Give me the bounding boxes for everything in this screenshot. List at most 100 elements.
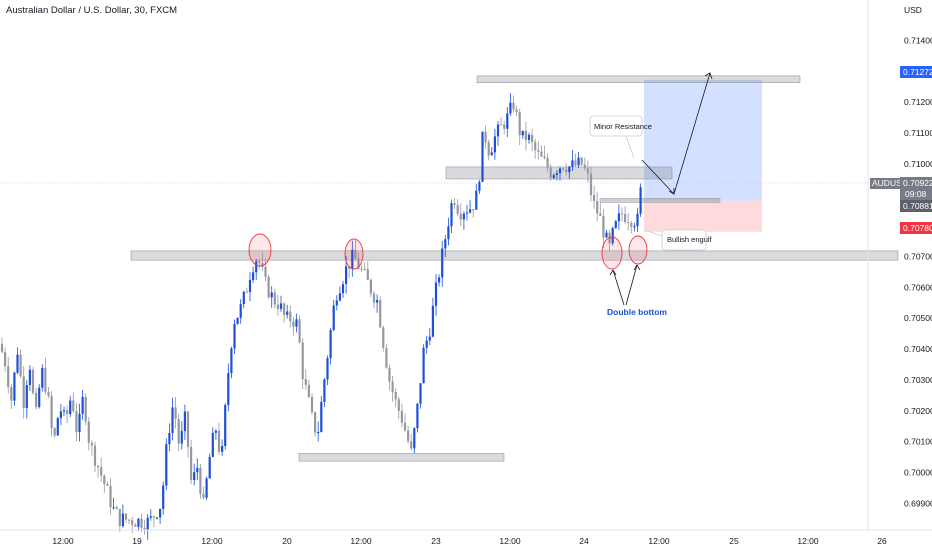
candle-body bbox=[611, 227, 614, 244]
target-price-tag[interactable] bbox=[900, 66, 932, 78]
candle-body bbox=[233, 323, 236, 349]
candle-body bbox=[75, 411, 78, 433]
candle-body bbox=[636, 213, 639, 227]
candle-body bbox=[307, 384, 310, 398]
price-tick-label: 0.70000 bbox=[904, 468, 932, 478]
currency-label: USD bbox=[904, 5, 922, 15]
highlight-circle-1[interactable] bbox=[248, 233, 272, 267]
candle-body bbox=[633, 226, 636, 228]
candle-body bbox=[22, 376, 25, 409]
time-tick-label: 19 bbox=[132, 536, 142, 546]
entry-price-tag[interactable] bbox=[900, 200, 932, 212]
candle-body bbox=[140, 518, 143, 528]
profit-zone[interactable] bbox=[644, 79, 762, 201]
candle-body bbox=[354, 249, 357, 259]
bullish-engulf-callout[interactable] bbox=[661, 229, 707, 251]
time-tick-label: 12:00 bbox=[52, 536, 74, 546]
highlight-circle-3[interactable] bbox=[601, 236, 623, 270]
annotations-layer[interactable]: Double bottom Minor Resistance Bullish e… bbox=[0, 72, 868, 317]
candle-body bbox=[190, 446, 193, 481]
zone-support[interactable] bbox=[130, 250, 899, 261]
zones-layer[interactable] bbox=[130, 75, 899, 462]
stop-price-value: 0.70780 bbox=[903, 223, 932, 233]
candle-body bbox=[149, 516, 152, 518]
candle-body bbox=[558, 168, 562, 174]
candle-body bbox=[549, 167, 552, 178]
candle-body bbox=[388, 367, 391, 382]
price-tick-label: 0.70600 bbox=[904, 282, 932, 292]
candle-body bbox=[546, 157, 549, 168]
entry-level-box[interactable] bbox=[599, 198, 721, 203]
symbol-tag[interactable] bbox=[870, 178, 900, 189]
candle-body bbox=[447, 226, 450, 240]
candle-body bbox=[217, 430, 221, 452]
minor-resistance-callout[interactable] bbox=[589, 115, 643, 137]
candle-body bbox=[385, 347, 388, 368]
candle-body bbox=[624, 214, 627, 223]
candle-body bbox=[31, 369, 35, 393]
loss-zone[interactable] bbox=[644, 200, 762, 232]
double-bottom-arrow-right[interactable] bbox=[625, 264, 638, 306]
position-tool[interactable] bbox=[644, 79, 762, 232]
zone-bottom-support[interactable] bbox=[298, 453, 505, 462]
candle-body bbox=[50, 395, 53, 429]
time-tick-label: 20 bbox=[282, 536, 292, 546]
candle-body bbox=[608, 232, 611, 244]
candle-body bbox=[236, 317, 239, 324]
candle-body bbox=[589, 173, 593, 196]
candle-body bbox=[310, 397, 314, 413]
candle-body bbox=[531, 134, 534, 143]
time-tick-label: 12:00 bbox=[499, 536, 521, 546]
candle-body bbox=[59, 411, 62, 419]
candle-body bbox=[180, 430, 183, 444]
candle-body bbox=[506, 113, 509, 129]
candle-body bbox=[509, 102, 512, 114]
projection-arrowhead-1 bbox=[668, 188, 675, 195]
candle-body bbox=[441, 248, 444, 278]
candle-body bbox=[335, 300, 338, 306]
candle-body bbox=[469, 209, 472, 213]
candle-body bbox=[481, 131, 484, 182]
candle-body bbox=[255, 261, 258, 273]
candle-body bbox=[286, 311, 289, 315]
current-price-tag[interactable] bbox=[900, 177, 932, 200]
price-tick-label: 0.70500 bbox=[904, 313, 932, 323]
price-tick-label: 0.71000 bbox=[904, 159, 932, 169]
candle-body bbox=[403, 422, 407, 431]
candle-body bbox=[112, 507, 115, 509]
candle-body bbox=[28, 369, 31, 386]
candle-body bbox=[410, 441, 413, 449]
candle-body bbox=[382, 327, 385, 348]
highlight-circle-2[interactable] bbox=[344, 238, 364, 270]
price-tags-layer[interactable]: 0.71272 AUDUSD 0.70922 09:08 0.70881 0.7… bbox=[870, 66, 932, 234]
projection-arrowhead-2 bbox=[704, 72, 713, 80]
price-tick-label: 0.71400 bbox=[904, 35, 932, 45]
candle-body bbox=[186, 411, 190, 447]
double-bottom-arrow-left[interactable] bbox=[612, 269, 625, 306]
candle-body bbox=[397, 399, 400, 411]
candle-body bbox=[425, 340, 428, 348]
highlight-circle-4[interactable] bbox=[628, 235, 648, 265]
candle-body bbox=[19, 354, 22, 377]
candle-body bbox=[543, 156, 546, 158]
candle-body bbox=[38, 387, 41, 407]
candle-body bbox=[366, 269, 369, 280]
candle-body bbox=[475, 190, 478, 210]
candle-body bbox=[555, 173, 558, 176]
candle-body bbox=[577, 157, 580, 166]
candle-body bbox=[128, 519, 131, 521]
candle-body bbox=[341, 284, 345, 294]
candle-body bbox=[326, 358, 329, 380]
stop-price-tag[interactable] bbox=[900, 222, 932, 234]
bullish-engulf-pointer bbox=[644, 229, 663, 237]
candle-body bbox=[379, 300, 382, 328]
candle-body bbox=[100, 467, 103, 476]
candle-body bbox=[565, 169, 568, 173]
candle-body bbox=[639, 187, 642, 214]
zone-top-resistance[interactable] bbox=[476, 75, 801, 83]
minor-resistance-text: Minor Resistance bbox=[594, 122, 652, 131]
candle-body bbox=[524, 130, 527, 141]
